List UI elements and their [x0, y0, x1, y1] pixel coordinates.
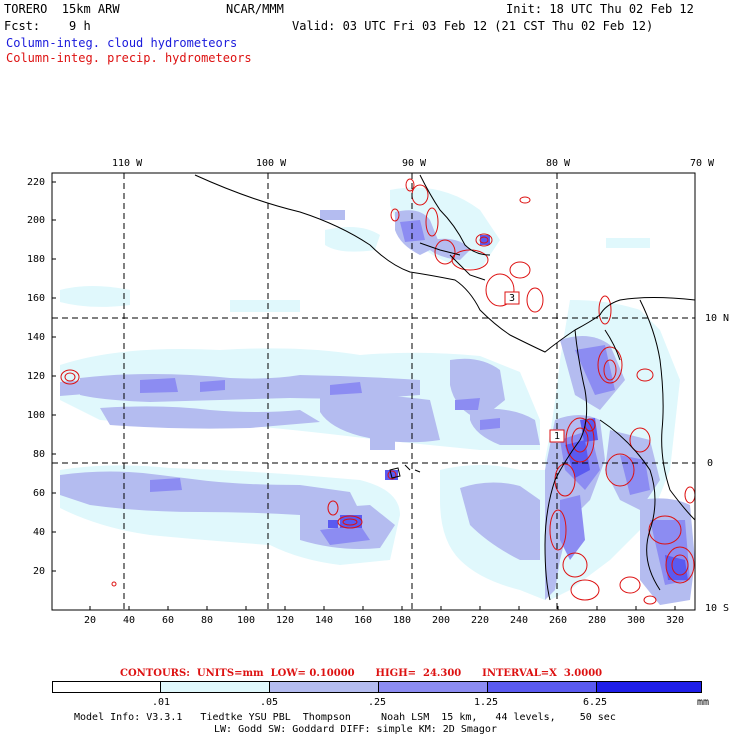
x-tick-label: 200	[432, 615, 451, 626]
cloud-field-label: Column-integ. cloud hydrometeors	[6, 36, 238, 50]
lon-label-90w: 90 W	[402, 158, 427, 169]
legend-threshold: 1.25	[474, 697, 499, 708]
y-tick-label: 40	[33, 527, 46, 538]
lon-label-100w: 100 W	[256, 158, 287, 169]
lat-lon-grid	[52, 173, 695, 610]
legend-threshold: .25	[368, 697, 387, 708]
y-tick-label: 220	[27, 177, 46, 188]
y-tick-label: 160	[27, 293, 46, 304]
contour-box-1	[549, 429, 565, 443]
contour-box-3	[504, 291, 520, 305]
x-tick-label: 240	[510, 615, 529, 626]
x-tick-label: 100	[237, 615, 256, 626]
x-tick-label: 320	[666, 615, 685, 626]
y-tick-label: 80	[33, 449, 46, 460]
cloud-hydrometeor-shading	[60, 187, 695, 605]
x-tick-label: 20	[84, 615, 97, 626]
lat-label-0: 0	[707, 458, 714, 469]
legend-swatch	[379, 682, 488, 692]
legend-swatch	[53, 682, 161, 692]
legend-swatch	[597, 682, 701, 692]
lat-label-10n: 10 N	[705, 313, 730, 324]
legend-threshold: .01	[152, 697, 171, 708]
x-tick-label: 300	[627, 615, 646, 626]
map-frame	[51, 172, 696, 611]
axis-ticks	[52, 181, 676, 610]
legend-swatch	[161, 682, 270, 692]
contour-label-3: 3	[509, 293, 516, 304]
lon-label-110w: 110 W	[112, 158, 143, 169]
x-tick-label: 60	[162, 615, 175, 626]
x-tick-label: 280	[588, 615, 607, 626]
y-tick-label: 20	[33, 566, 46, 577]
contours-info: CONTOURS: UNITS=mm LOW= 0.10000 HIGH= 24…	[120, 668, 603, 679]
legend-swatch	[488, 682, 597, 692]
x-tick-label: 260	[549, 615, 568, 626]
x-tick-label: 120	[276, 615, 295, 626]
legend-swatch	[270, 682, 379, 692]
contour-label-1: 1	[554, 431, 561, 442]
y-tick-label: 180	[27, 254, 46, 265]
x-tick-label: 180	[393, 615, 412, 626]
x-tick-label: 40	[123, 615, 136, 626]
x-tick-label: 220	[471, 615, 490, 626]
y-tick-label: 200	[27, 215, 46, 226]
model-info-line2: LW: Godd SW: Goddard DIFF: simple KM: 2D…	[214, 724, 497, 735]
lon-label-80w: 80 W	[546, 158, 571, 169]
valid-time: Valid: 03 UTC Fri 03 Feb 12 (21 CST Thu …	[292, 19, 654, 33]
x-tick-label: 140	[315, 615, 334, 626]
y-tick-label: 120	[27, 371, 46, 382]
lon-label-70w: 70 W	[690, 158, 715, 169]
x-tick-label: 80	[201, 615, 214, 626]
forecast-hour: Fcst: 9 h	[4, 19, 91, 33]
y-tick-label: 140	[27, 332, 46, 343]
model-title: TORERO 15km ARW	[4, 2, 120, 16]
init-time: Init: 18 UTC Thu 02 Feb 12	[506, 2, 694, 16]
precip-field-label: Column-integ. precip. hydrometeors	[6, 51, 252, 65]
y-tick-label: 60	[33, 488, 46, 499]
center-label: NCAR/MMM	[226, 2, 284, 16]
legend-threshold: 6.25	[583, 697, 608, 708]
legend-threshold: .05	[260, 697, 279, 708]
x-tick-label: 160	[354, 615, 373, 626]
y-tick-label: 100	[27, 410, 46, 421]
lat-label-10s: 10 S	[705, 603, 730, 614]
precip-contours	[60, 178, 696, 605]
legend-colorbar	[52, 681, 702, 693]
model-info-line1: Model Info: V3.3.1 Tiedtke YSU PBL Thomp…	[74, 712, 616, 723]
legend-unit: mm	[697, 697, 710, 708]
